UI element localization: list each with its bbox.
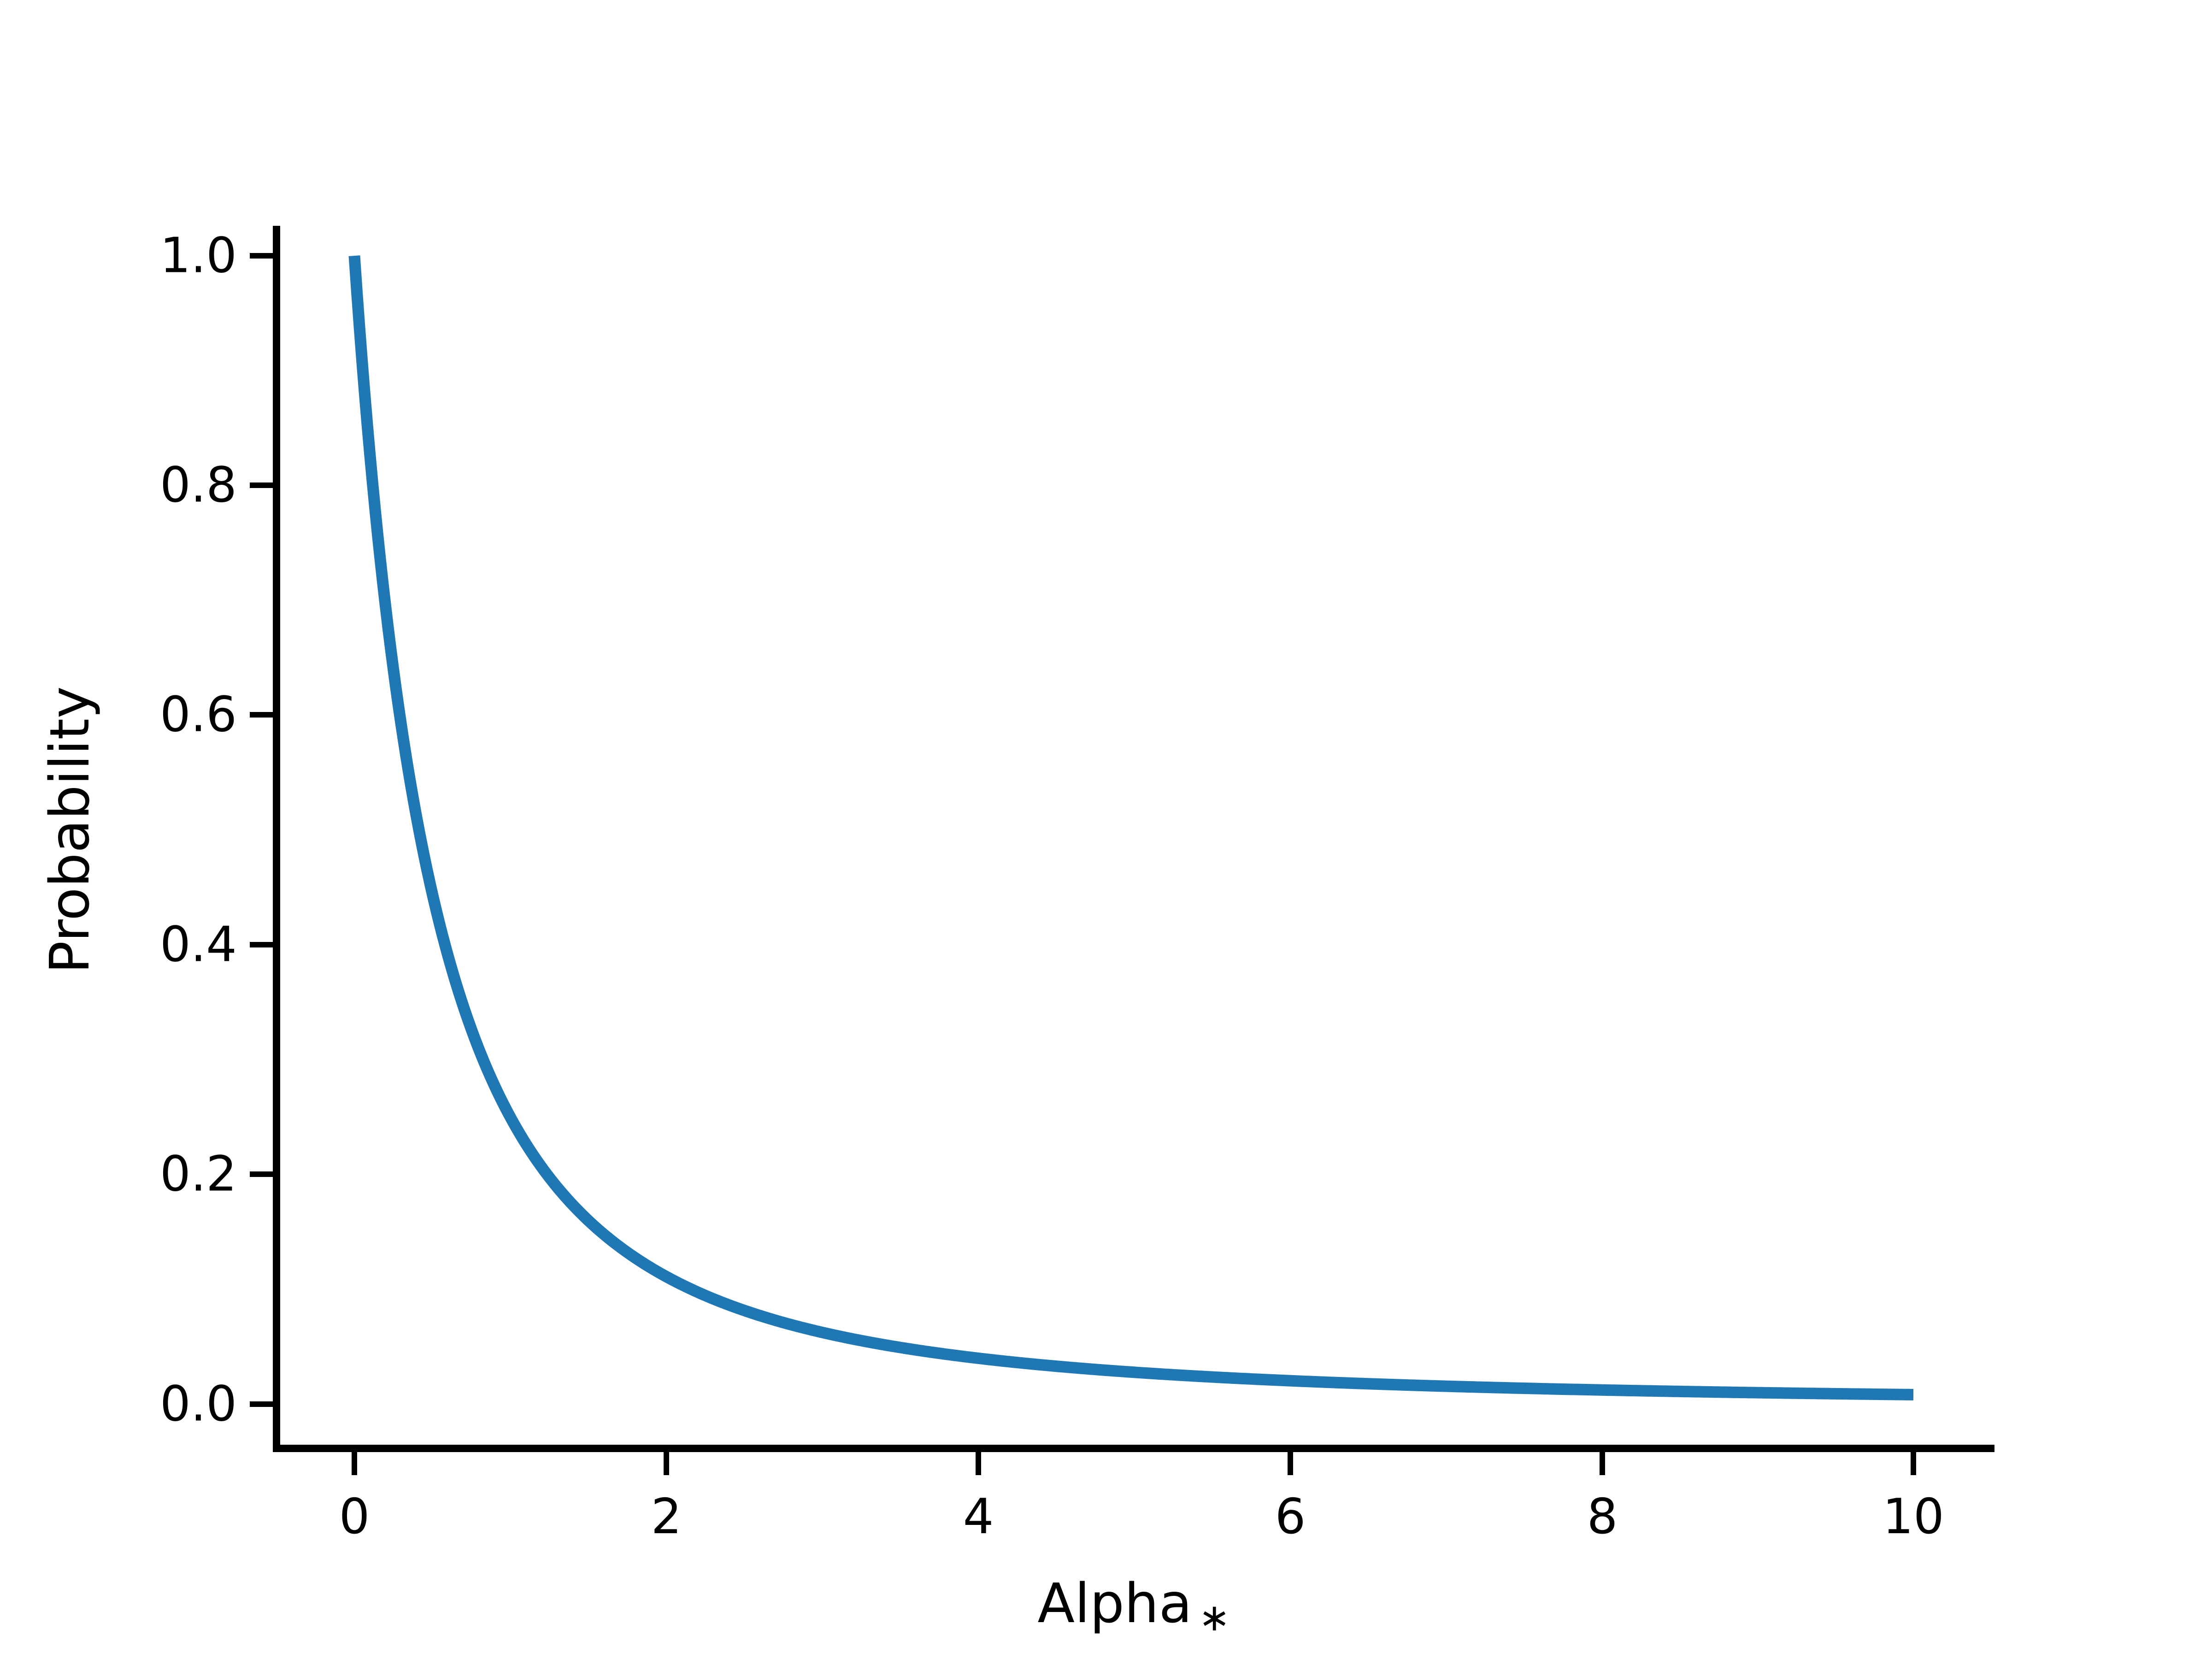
y-axis-tick-marks (250, 253, 276, 1407)
data-series-probability (348, 255, 1917, 1400)
y-tick-label: 0.2 (160, 1146, 237, 1202)
y-tick-label: 1.0 (160, 227, 237, 284)
x-tick-label: 6 (1275, 1488, 1306, 1545)
x-tick-label: 4 (963, 1488, 994, 1545)
x-axis-label-star: ∗ (1198, 1596, 1230, 1640)
x-axis-label: Alpha ∗ (1037, 1576, 1230, 1637)
x-axis-tick-marks (352, 1448, 1916, 1475)
x-tick-label: 10 (1883, 1488, 1944, 1545)
x-tick-label: 2 (651, 1488, 682, 1545)
y-axis-label: Probability (38, 686, 101, 974)
x-tick-label: 0 (339, 1488, 370, 1545)
y-tick-label: 0.4 (160, 916, 237, 973)
x-axis-label-text: Alpha (1037, 1571, 1192, 1635)
y-tick-label: 0.8 (160, 457, 237, 513)
y-tick-label: 0.6 (160, 686, 237, 743)
x-tick-label: 8 (1587, 1488, 1618, 1545)
y-tick-label: 0.0 (160, 1376, 237, 1432)
